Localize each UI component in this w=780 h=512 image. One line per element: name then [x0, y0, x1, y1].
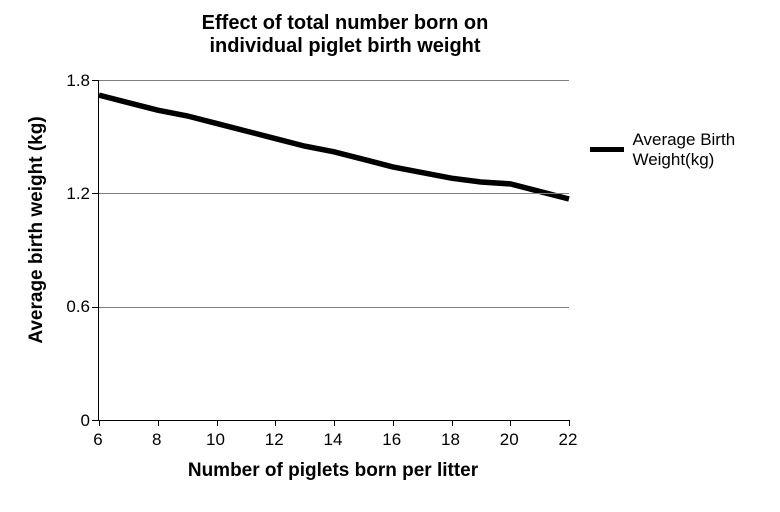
legend-label: Average Birth Weight(kg) — [632, 130, 735, 169]
x-axis-label: Number of piglets born per litter — [98, 460, 568, 482]
x-tick-mark — [275, 420, 276, 426]
x-tick-label: 10 — [204, 430, 228, 450]
x-tick-label: 6 — [86, 430, 110, 450]
x-tick-label: 8 — [145, 430, 169, 450]
y-tick-mark — [92, 193, 98, 194]
y-tick-label: 1.2 — [40, 184, 90, 204]
x-tick-label: 20 — [497, 430, 521, 450]
y-tick-label: 1.8 — [40, 71, 90, 91]
chart-title: Effect of total number born on individua… — [130, 12, 560, 58]
x-tick-mark — [158, 420, 159, 426]
y-gridline — [99, 193, 569, 194]
x-tick-label: 16 — [380, 430, 404, 450]
x-tick-mark — [217, 420, 218, 426]
legend-label-line2: Weight(kg) — [632, 150, 714, 169]
legend: Average Birth Weight(kg) — [590, 130, 735, 169]
y-tick-label: 0 — [40, 411, 90, 431]
y-axis-label: Average birth weight (kg) — [26, 80, 48, 380]
x-tick-mark — [510, 420, 511, 426]
y-tick-label: 0.6 — [40, 297, 90, 317]
x-tick-mark — [452, 420, 453, 426]
x-tick-label: 22 — [556, 430, 580, 450]
plot-area — [98, 80, 569, 421]
chart-title-line2: individual piglet birth weight — [209, 35, 480, 57]
x-tick-mark — [393, 420, 394, 426]
y-tick-mark — [92, 80, 98, 81]
chart-title-line1: Effect of total number born on — [202, 12, 489, 34]
y-tick-mark — [92, 420, 98, 421]
chart-container: Effect of total number born on individua… — [0, 0, 780, 512]
x-tick-label: 14 — [321, 430, 345, 450]
legend-label-line1: Average Birth — [632, 130, 735, 149]
legend-line-sample — [590, 147, 624, 152]
x-tick-label: 12 — [262, 430, 286, 450]
x-tick-label: 18 — [439, 430, 463, 450]
x-tick-mark — [99, 420, 100, 426]
line-series — [99, 80, 569, 420]
series-path — [99, 95, 569, 199]
x-tick-mark — [569, 420, 570, 426]
y-gridline — [99, 80, 569, 81]
y-tick-mark — [92, 307, 98, 308]
y-gridline — [99, 307, 569, 308]
x-tick-mark — [334, 420, 335, 426]
